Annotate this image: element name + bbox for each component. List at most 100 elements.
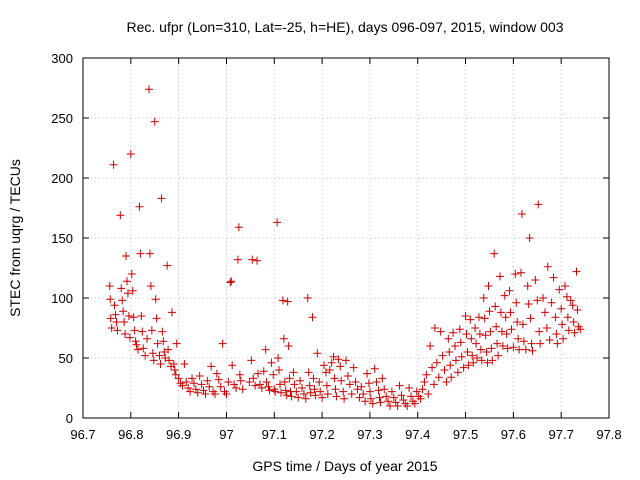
data-point <box>474 313 483 322</box>
data-point <box>152 314 161 323</box>
data-point <box>372 378 381 386</box>
x-tick-label: 96.8 <box>118 427 143 442</box>
data-point <box>558 320 567 329</box>
data-point <box>449 328 458 337</box>
data-point <box>117 284 126 293</box>
y-tick-label: 250 <box>51 111 73 126</box>
data-point <box>199 386 208 395</box>
data-point <box>284 342 293 350</box>
data-point <box>528 346 537 355</box>
data-point <box>210 390 219 398</box>
data-point <box>527 339 536 348</box>
data-point <box>267 358 276 367</box>
data-point <box>420 378 429 386</box>
data-point <box>167 308 176 317</box>
data-point <box>128 286 137 295</box>
data-point <box>203 376 212 385</box>
data-point <box>289 368 298 377</box>
data-point <box>426 342 435 350</box>
data-point <box>342 356 350 365</box>
data-point <box>262 378 271 386</box>
data-point <box>477 356 486 365</box>
data-point <box>280 378 289 386</box>
data-point <box>491 302 500 311</box>
data-point <box>186 387 195 396</box>
y-tick-label: 0 <box>66 411 73 426</box>
data-point <box>498 342 507 350</box>
data-point <box>334 355 343 364</box>
data-point <box>151 295 160 304</box>
data-point <box>124 312 133 320</box>
data-point <box>311 391 320 400</box>
data-point <box>523 282 532 290</box>
data-point <box>340 394 349 403</box>
data-point <box>195 372 204 380</box>
data-point <box>376 398 385 407</box>
data-point <box>207 362 216 371</box>
data-point <box>391 398 400 407</box>
data-point <box>156 360 165 368</box>
data-point <box>296 376 305 385</box>
data-point <box>105 282 114 290</box>
data-point <box>434 373 443 382</box>
data-point <box>447 373 456 382</box>
data-point <box>493 339 502 348</box>
data-point <box>120 318 129 326</box>
data-point <box>380 385 389 394</box>
data-point <box>112 318 121 326</box>
data-point <box>279 334 288 343</box>
data-point <box>576 325 585 334</box>
data-point <box>459 363 468 372</box>
data-point <box>261 345 270 354</box>
data-point <box>482 348 491 356</box>
data-point <box>170 366 179 374</box>
data-point <box>570 328 579 337</box>
x-tick-label: 97.8 <box>596 427 621 442</box>
data-point <box>351 378 360 386</box>
data-point <box>513 318 522 326</box>
data-point <box>378 374 387 383</box>
data-point <box>292 387 301 396</box>
data-point <box>461 312 470 320</box>
data-point <box>557 304 566 313</box>
data-point <box>500 291 509 300</box>
data-point <box>382 392 391 401</box>
data-point <box>305 381 314 390</box>
data-point <box>188 374 197 383</box>
data-point <box>245 378 254 386</box>
data-point <box>525 234 534 242</box>
data-point <box>368 399 377 408</box>
data-point <box>405 384 414 392</box>
data-point <box>455 325 464 334</box>
data-point <box>110 301 119 310</box>
data-point <box>265 386 274 395</box>
data-point <box>393 402 402 410</box>
data-point <box>561 282 570 290</box>
data-point <box>164 345 173 354</box>
data-point <box>290 380 299 389</box>
chart-title: Rec. ufpr (Lon=310, Lat=-25, h=HE), days… <box>126 19 563 35</box>
data-point <box>253 256 262 265</box>
data-point <box>357 382 366 391</box>
data-point <box>283 297 292 306</box>
data-point <box>505 286 514 295</box>
data-point <box>517 268 526 277</box>
data-point <box>313 349 322 358</box>
data-point <box>165 356 174 365</box>
data-point <box>462 330 471 338</box>
x-tick-label: 96.9 <box>166 427 191 442</box>
data-point <box>274 354 283 362</box>
data-point <box>224 378 233 386</box>
data-point <box>512 298 521 307</box>
data-point <box>481 331 490 340</box>
x-tick-label: 97.6 <box>501 427 526 442</box>
data-point <box>129 313 138 322</box>
data-point <box>553 339 562 348</box>
data-point <box>330 374 339 383</box>
data-point <box>563 313 572 322</box>
data-point <box>490 249 499 258</box>
data-point <box>442 378 451 386</box>
data-point <box>472 339 481 348</box>
data-point <box>397 391 406 400</box>
